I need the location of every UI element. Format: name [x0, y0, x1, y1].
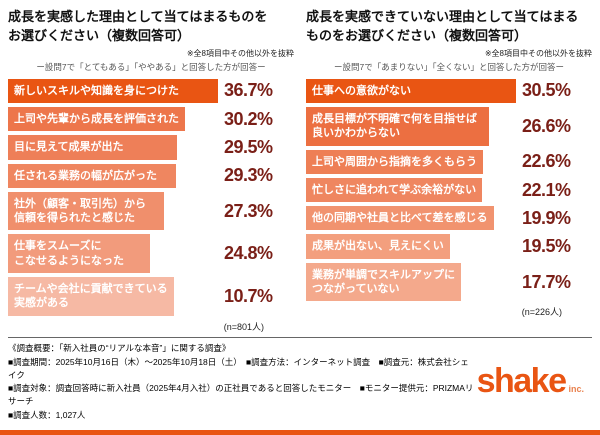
bar-track: 任される業務の幅が広がった	[8, 163, 218, 188]
bar-row: 目に見えて成果が出た 29.5%	[8, 135, 294, 160]
bar-row: 仕事への意欲がない 30.5%	[306, 78, 592, 103]
shake-logo-text: shake	[476, 362, 567, 401]
bar-value: 24.8%	[224, 243, 273, 264]
bar-row: 業務が単調でスキルアップに つながっていない 17.7%	[306, 262, 592, 302]
shake-logo-inc: inc.	[568, 384, 584, 395]
bar-segment: 忙しさに追われて学ぶ余裕がない	[306, 177, 483, 203]
bar-value: 30.2%	[224, 108, 273, 129]
bar-track: 目に見えて成果が出た	[8, 135, 218, 160]
chart-title-right: 成長を実感できていない理由として当てはまる ものをお選びください（複数回答可）	[306, 9, 579, 43]
bottom-accent-bar	[0, 429, 600, 435]
bar-segment: 仕事をスムーズに こなせるようになった	[8, 234, 150, 274]
chart-note-right: ※全8項目中その他以外を抜粋	[484, 48, 592, 58]
bar-row: チームや会社に貢献できている 実感がある 10.7%	[8, 277, 294, 316]
shake-logo: shake inc.	[477, 362, 592, 401]
charts-row: 成長を実感した理由として当てはまるものを お選びください（複数回答可） ※全8項…	[8, 8, 592, 333]
bar-segment: 成長目標が不明確で何を目指せば 良いかわからない	[306, 106, 490, 146]
chart-subnote-left: ー設問7で「とてもある」「ややある」と回答した方が回答ー	[36, 61, 266, 72]
bar-track: 仕事への意欲がない	[306, 78, 516, 103]
bar-track: 成長目標が不明確で何を目指せば 良いかわからない	[306, 106, 516, 146]
bar-row: 上司や先輩から成長を評価された 30.2%	[8, 106, 294, 132]
bar-segment: 上司や先輩から成長を評価された	[8, 106, 185, 132]
chart-subnote-right: ー設問7で「あまりない」「全くない」と回答した方が回答ー	[334, 61, 564, 72]
bar-track: 仕事をスムーズに こなせるようになった	[8, 234, 218, 274]
bar-row: 忙しさに追われて学ぶ余裕がない 22.1%	[306, 177, 592, 203]
bar-segment: チームや会社に貢献できている 実感がある	[8, 277, 174, 316]
bar-value: 22.6%	[522, 151, 571, 172]
bar-track: 業務が単調でスキルアップに つながっていない	[306, 262, 516, 302]
bar-track: チームや会社に貢献できている 実感がある	[8, 277, 218, 316]
bar-track: 忙しさに追われて学ぶ余裕がない	[306, 177, 516, 203]
survey-detail-line3: ■調査人数：1,027人	[8, 409, 86, 420]
chart-title-left: 成長を実感した理由として当てはまるものを お選びください（複数回答可）	[8, 9, 268, 43]
bar-row: 社外（顧客・取引先）から 信頼を得られたと感じた 27.3%	[8, 191, 294, 231]
bars-no-growth-reasons: 仕事への意欲がない 30.5% 成長目標が不明確で何を目指せば 良いかわからない 26…	[306, 78, 592, 302]
survey-overview: 《調査概要：「新入社員の“リアルな本音”」に関する調査》 ■調査期間：2025年…	[8, 342, 477, 422]
sample-size-right: (n=226人)	[521, 307, 562, 318]
chart-growth-reasons: 成長を実感した理由として当てはまるものを お選びください（複数回答可） ※全8項…	[8, 8, 294, 333]
bar-segment: 新しいスキルや知識を身につけた	[8, 78, 218, 103]
bar-row: 仕事をスムーズに こなせるようになった 24.8%	[8, 234, 294, 274]
bar-value: 29.3%	[224, 165, 273, 186]
bar-track: 他の同期や社員と比べて差を感じる	[306, 206, 516, 231]
bar-track: 上司や先輩から成長を評価された	[8, 106, 218, 132]
bar-row: 成果が出ない、見えにくい 19.5%	[306, 234, 592, 259]
bar-row: 成長目標が不明確で何を目指せば 良いかわからない 26.6%	[306, 106, 592, 146]
bars-growth-reasons: 新しいスキルや知識を身につけた 36.7% 上司や先輩から成長を評価された 30.2%…	[8, 78, 294, 316]
bar-value: 22.1%	[522, 179, 571, 200]
bar-segment: 任される業務の幅が広がった	[8, 163, 176, 188]
bar-value: 36.7%	[224, 80, 273, 101]
bar-value: 26.6%	[522, 115, 571, 136]
bar-value: 29.5%	[224, 136, 273, 157]
bar-segment: 成果が出ない、見えにくい	[306, 234, 450, 259]
bar-value: 19.5%	[522, 236, 571, 257]
bar-segment: 社外（顧客・取引先）から 信頼を得られたと感じた	[8, 191, 165, 231]
bar-row: 新しいスキルや知識を身につけた 36.7%	[8, 78, 294, 103]
chart-note-left: ※全8項目中その他以外を抜粋	[186, 48, 294, 58]
survey-detail-line1: ■調査期間：2025年10月16日（木）～2025年10月18日（土） ■調査方…	[8, 356, 469, 380]
bar-track: 上司や周囲から指摘を多くもらう	[306, 149, 516, 174]
bar-value: 17.7%	[522, 271, 571, 292]
sample-size-left: (n=801人)	[223, 321, 264, 332]
bar-segment: 仕事への意欲がない	[306, 78, 516, 103]
bar-segment: 上司や周囲から指摘を多くもらう	[306, 149, 483, 174]
bar-value: 19.9%	[522, 207, 571, 228]
bar-value: 30.5%	[522, 80, 571, 101]
chart-no-growth-reasons: 成長を実感できていない理由として当てはまる ものをお選びください（複数回答可） …	[306, 8, 592, 333]
bar-track: 社外（顧客・取引先）から 信頼を得られたと感じた	[8, 191, 218, 231]
bar-row: 他の同期や社員と比べて差を感じる 19.9%	[306, 206, 592, 231]
bar-value: 10.7%	[224, 285, 273, 306]
bar-row: 任される業務の幅が広がった 29.3%	[8, 163, 294, 188]
survey-footer: 《調査概要：「新入社員の“リアルな本音”」に関する調査》 ■調査期間：2025年…	[8, 336, 592, 430]
bar-track: 新しいスキルや知識を身につけた	[8, 78, 218, 103]
bar-row: 上司や周囲から指摘を多くもらう 22.6%	[306, 149, 592, 174]
bar-segment: 目に見えて成果が出た	[8, 135, 177, 160]
survey-overview-title: 《調査概要：「新入社員の“リアルな本音”」に関する調査》	[8, 342, 231, 353]
bar-value: 27.3%	[224, 200, 273, 221]
bar-segment: 他の同期や社員と比べて差を感じる	[306, 206, 494, 231]
survey-detail-line2: ■調査対象：調査回答時に新入社員（2025年4月入社）の正社員であると回答したモ…	[8, 383, 474, 407]
bar-segment: 業務が単調でスキルアップに つながっていない	[306, 262, 461, 302]
bar-track: 成果が出ない、見えにくい	[306, 234, 516, 259]
